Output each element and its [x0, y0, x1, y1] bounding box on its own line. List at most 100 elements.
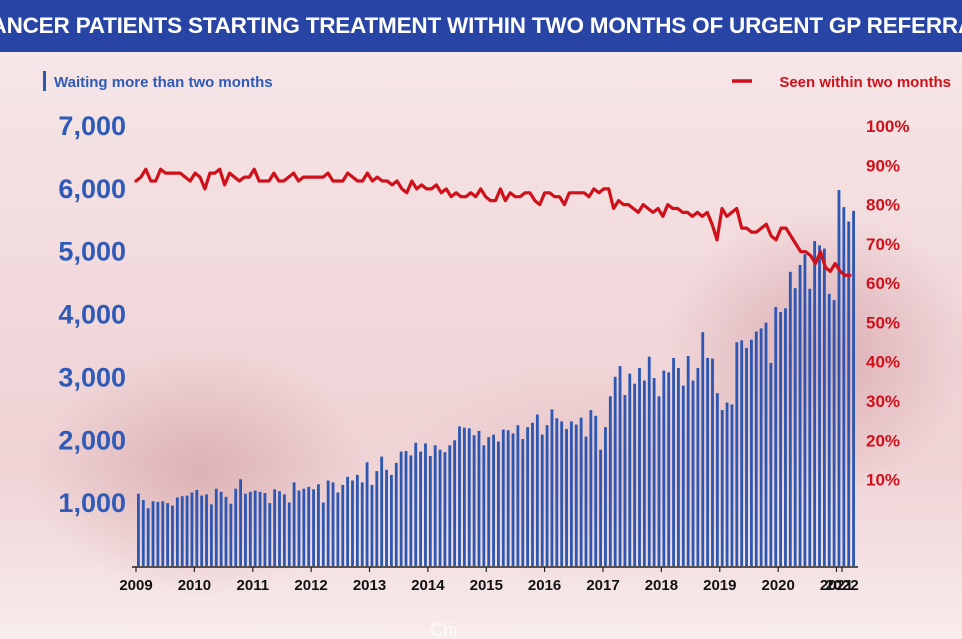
bar [715, 393, 719, 566]
bar [740, 340, 744, 566]
bar [613, 376, 617, 566]
bar [336, 492, 340, 566]
bar [657, 396, 661, 566]
bar [448, 445, 452, 566]
bar [409, 455, 413, 566]
bar [472, 435, 476, 566]
bar [424, 443, 427, 566]
bar [788, 271, 792, 566]
bar [759, 328, 763, 566]
bar [244, 493, 247, 566]
bar [550, 409, 554, 566]
bar [302, 488, 306, 566]
bar [331, 482, 335, 566]
bar [672, 357, 675, 566]
y-left-tick-label: 5,000 [58, 237, 126, 267]
x-tick-label: 2018 [645, 577, 678, 594]
bar [462, 427, 466, 566]
y-right-tick-label: 90% [866, 156, 900, 175]
bar [764, 322, 768, 566]
bar [137, 493, 140, 566]
bar [769, 362, 773, 566]
bar [545, 425, 549, 566]
x-tick-label: 2012 [294, 577, 327, 594]
bar [784, 308, 787, 566]
bar [433, 445, 437, 566]
bar [292, 482, 296, 566]
bar [526, 427, 530, 566]
bar [190, 492, 194, 566]
bar [414, 442, 418, 566]
bar [214, 488, 218, 566]
bar [195, 489, 199, 566]
x-tick-label: 2013 [353, 577, 386, 594]
bar [205, 494, 208, 566]
y-axis-left: 1,000 2,000 3,000 4,000 5,000 6,000 7,000 [58, 111, 126, 518]
bar [351, 480, 354, 566]
bar [725, 402, 729, 566]
x-tick-label: 2010 [178, 577, 211, 594]
bars-series [137, 190, 855, 567]
bar [185, 495, 189, 566]
bar [808, 288, 812, 566]
bar [487, 437, 491, 566]
bar [686, 356, 690, 566]
y-left-tick-label: 4,000 [58, 300, 126, 330]
bar [341, 484, 345, 566]
y-right-tick-label: 40% [866, 353, 900, 372]
bar [608, 396, 612, 566]
bar [492, 434, 495, 566]
bar [355, 474, 359, 566]
bar [832, 300, 836, 566]
bar [501, 429, 505, 566]
y-right-tick-label: 80% [866, 196, 900, 215]
bar [268, 503, 272, 566]
bar [569, 421, 573, 566]
bar [691, 380, 695, 566]
bar [701, 332, 705, 566]
legend-bars-label: Waiting more than two months [54, 74, 273, 91]
bar [482, 445, 486, 566]
bar [307, 486, 311, 566]
bar [628, 373, 632, 566]
bar [497, 441, 500, 566]
bar [652, 378, 656, 566]
bar [623, 395, 627, 566]
bar [813, 241, 817, 566]
bar [677, 368, 680, 566]
bar [531, 422, 534, 566]
bar [312, 489, 315, 566]
bar [706, 357, 710, 566]
y-left-tick-label: 1,000 [58, 488, 126, 518]
x-tick-label: 2022 [825, 577, 858, 594]
bar [258, 491, 262, 566]
bar [667, 372, 671, 566]
bar [317, 484, 320, 566]
chart-title: CANCER PATIENTS STARTING TREATMENT WITHI… [0, 0, 962, 52]
watermark-text: Chi [430, 620, 457, 639]
bar [278, 491, 281, 566]
bar [166, 503, 170, 566]
y-left-tick-label: 7,000 [58, 111, 126, 141]
bar [516, 425, 520, 566]
x-tick-label: 2009 [119, 577, 152, 594]
bar [594, 415, 598, 566]
bar [779, 312, 782, 566]
bar [599, 449, 602, 566]
bar [837, 190, 841, 567]
y-left-tick-label: 6,000 [58, 174, 126, 204]
bar [394, 462, 398, 566]
y-right-tick-label: 30% [866, 392, 900, 411]
x-tick-label: 2019 [703, 577, 736, 594]
bar [604, 427, 607, 566]
bar [745, 347, 748, 566]
bar [735, 342, 739, 566]
legend-line: Seen within two months [732, 74, 951, 91]
bar [662, 370, 666, 566]
bar [711, 358, 714, 566]
bar [419, 451, 422, 566]
line-series [134, 167, 852, 277]
bar [438, 449, 442, 566]
bar [803, 254, 807, 567]
